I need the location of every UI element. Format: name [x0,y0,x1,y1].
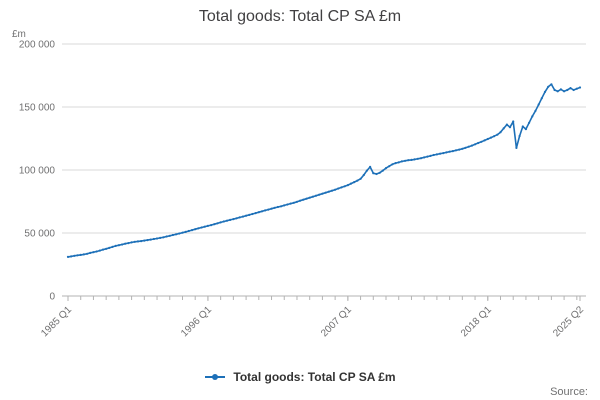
svg-text:2025 Q2: 2025 Q2 [551,304,586,338]
plot-area: 0 50 000 100 000 150 000 200 000 1985 Q1 1996 … [19,40,587,339]
y-axis-unit-label: £m [12,29,26,40]
legend-label: Total goods: Total CP SA £m [233,370,396,384]
svg-text:2007 Q1: 2007 Q1 [319,304,354,338]
svg-text:2018 Q1: 2018 Q1 [459,304,494,338]
svg-text:100 000: 100 000 [19,166,56,177]
svg-text:0: 0 [49,292,55,303]
svg-text:1996 Q1: 1996 Q1 [179,304,214,338]
svg-text:150 000: 150 000 [19,103,56,114]
svg-text:1985 Q1: 1985 Q1 [39,304,74,338]
source-label: Source: [550,386,588,398]
svg-text:50 000: 50 000 [24,229,55,240]
chart-title: Total goods: Total CP SA £m [198,8,402,25]
line-chart: £m 0 50 000 100 000 150 000 200 000 1985 Q1 19… [12,29,587,339]
svg-text:200 000: 200 000 [19,40,56,51]
legend-line-marker-icon [205,374,226,380]
legend-item[interactable]: Total goods: Total CP SA £m [0,370,600,384]
